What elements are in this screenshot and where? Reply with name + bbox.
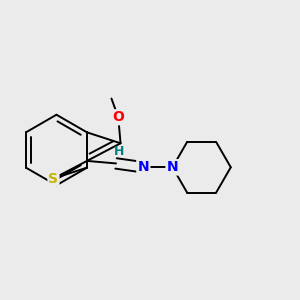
Text: N: N [167, 160, 178, 174]
Text: O: O [112, 110, 124, 124]
Text: N: N [167, 160, 178, 174]
Text: H: H [114, 145, 124, 158]
Text: N: N [137, 160, 149, 174]
Text: N: N [137, 160, 149, 174]
Text: S: S [49, 172, 58, 185]
